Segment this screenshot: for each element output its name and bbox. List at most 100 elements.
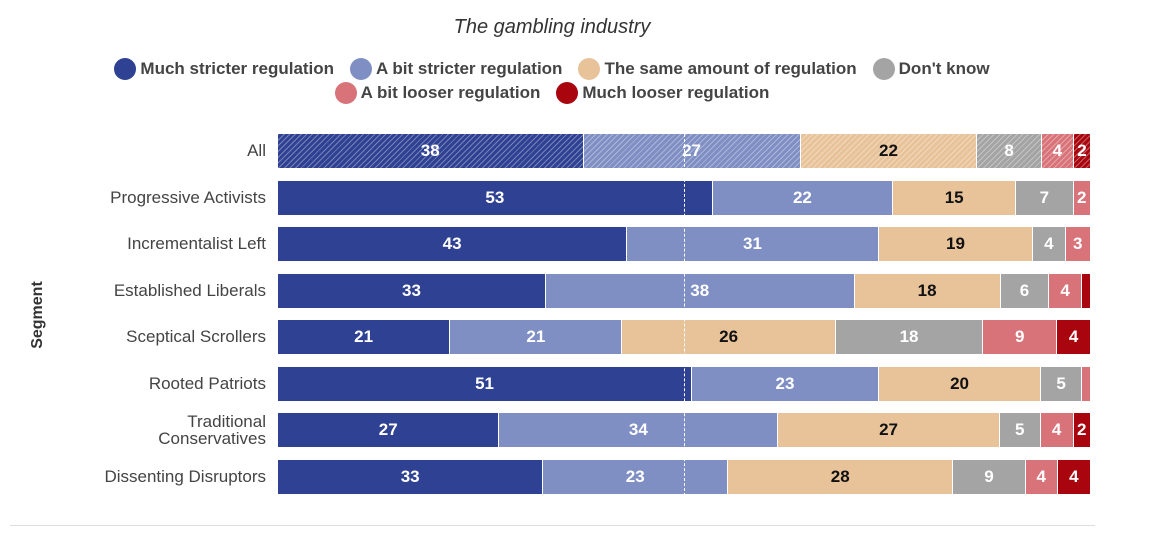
- legend-item: Much looser regulation: [556, 82, 769, 104]
- bar-segment: [1081, 274, 1090, 308]
- divider: [10, 525, 1095, 526]
- bar-segment: 27: [278, 413, 500, 447]
- legend-swatch: [114, 58, 137, 80]
- bar-segment: 2: [1073, 134, 1090, 168]
- legend-swatch: [350, 58, 373, 80]
- legend-label: Much looser regulation: [582, 83, 770, 102]
- data-label: 34: [628, 420, 648, 439]
- category-label: Dissenting Disruptors: [104, 467, 266, 486]
- data-label: 8: [1004, 141, 1014, 160]
- bar-row: 33 38 18 6 4: [278, 274, 1090, 308]
- bar-segment: 4: [1040, 413, 1074, 447]
- bar-segment: 27: [583, 134, 801, 168]
- bar-segment: 19: [878, 227, 1034, 261]
- bar-segment: 43: [278, 227, 628, 261]
- data-label: 7: [1039, 188, 1050, 207]
- category-label: All: [247, 141, 266, 160]
- bar-segment: 20: [878, 367, 1042, 401]
- legend-swatch: [578, 58, 601, 80]
- bar-row: 33 23 28 9 4 4: [278, 460, 1090, 494]
- bar-segment: 2: [1073, 413, 1090, 447]
- legend-item: A bit looser regulation: [334, 82, 541, 104]
- data-label: 3: [1073, 234, 1083, 253]
- category-label: Sceptical Scrollers: [126, 327, 266, 346]
- legend-swatch: [334, 82, 357, 104]
- category-label: Incrementalist Left: [127, 234, 266, 253]
- legend-label: Much stricter regulation: [140, 59, 335, 78]
- legend-item: The same amount of regulation: [578, 58, 857, 80]
- bar-segment: 4: [1057, 320, 1090, 354]
- bar-segment: 2: [1073, 181, 1090, 215]
- chart-subtitle: The gambling industry: [453, 16, 651, 38]
- legend-item: Much stricter regulation: [114, 58, 334, 80]
- fifty-percent-reference-line: [684, 134, 685, 496]
- legend-item: A bit stricter regulation: [350, 58, 562, 80]
- legend-swatch: [556, 82, 579, 104]
- legend-label: A bit looser regulation: [360, 83, 541, 102]
- bar-segment: 33: [278, 274, 546, 308]
- legend-label: A bit stricter regulation: [376, 59, 563, 78]
- data-label: 4: [1036, 467, 1046, 486]
- data-label: 53: [485, 188, 505, 207]
- data-label: 51: [475, 374, 495, 393]
- data-label: 19: [946, 234, 965, 253]
- data-label: 21: [354, 327, 374, 346]
- bar-segment: 8: [977, 134, 1042, 168]
- bar-segment: 18: [854, 274, 1001, 308]
- data-label: 27: [682, 141, 701, 160]
- bar-segment: 27: [778, 413, 1000, 447]
- data-label: 21: [526, 327, 546, 346]
- bar-segment: 3: [1065, 227, 1090, 261]
- data-label: 27: [378, 420, 398, 439]
- legend-row-1: Much stricter regulation A bit stricter r…: [0, 58, 1104, 80]
- bar-segment: 53: [278, 181, 713, 215]
- data-label: 4: [1069, 467, 1079, 486]
- bar-segment: 38: [545, 274, 855, 308]
- data-label: 4: [1060, 281, 1070, 300]
- bar-segment: 9: [983, 320, 1058, 354]
- data-label: 31: [743, 234, 762, 253]
- data-label: 4: [1052, 141, 1063, 160]
- bar-segment: [1081, 367, 1090, 401]
- legend-label: The same amount of regulation: [604, 59, 857, 78]
- data-label: 9: [984, 467, 994, 486]
- legend-row-2: A bit looser regulation Much looser regul…: [0, 82, 1104, 104]
- data-label: 18: [917, 281, 937, 300]
- data-label: 18: [899, 327, 919, 346]
- bar-segment: 4: [1041, 134, 1074, 168]
- bar-segment: 38: [278, 134, 584, 168]
- data-label: 2: [1077, 188, 1087, 207]
- data-label: 22: [792, 188, 812, 207]
- bar-segment: 34: [499, 413, 779, 447]
- data-label: 15: [944, 188, 964, 207]
- bar-segment: 31: [627, 227, 879, 261]
- bar-segment: 23: [692, 367, 879, 401]
- data-label: 20: [950, 374, 970, 393]
- data-label: 23: [775, 374, 795, 393]
- data-label: 28: [830, 467, 850, 486]
- data-label: 4: [1051, 420, 1062, 439]
- bar-segment: 23: [543, 460, 729, 494]
- data-label: 4: [1044, 234, 1054, 253]
- data-label: 2: [1077, 141, 1087, 160]
- bar-segment: 4: [1049, 274, 1082, 308]
- bar-row: 27 34 27 5 4 2: [278, 413, 1090, 447]
- bar-segment: 6: [1000, 274, 1050, 308]
- y-axis-label: Segment: [29, 281, 46, 349]
- category-label: Established Liberals: [113, 281, 266, 300]
- legend-label: Don't know: [898, 59, 990, 78]
- data-label: 5: [1056, 374, 1066, 393]
- bar-segment: 33: [278, 460, 544, 494]
- bar-row: 51 23 20 5: [278, 367, 1090, 401]
- data-label: 38: [690, 281, 710, 300]
- bar-segment: 15: [893, 181, 1017, 215]
- data-label: 33: [402, 281, 421, 300]
- category-label: Rooted Patriots: [148, 374, 266, 393]
- data-label: 43: [442, 234, 462, 253]
- data-label: 26: [719, 327, 739, 346]
- bar-segment: 4: [1025, 460, 1058, 494]
- bar-segment: 28: [728, 460, 954, 494]
- category-label: Progressive Activists: [110, 188, 266, 207]
- data-label: 23: [625, 467, 645, 486]
- bar-segment: 5: [1041, 367, 1082, 401]
